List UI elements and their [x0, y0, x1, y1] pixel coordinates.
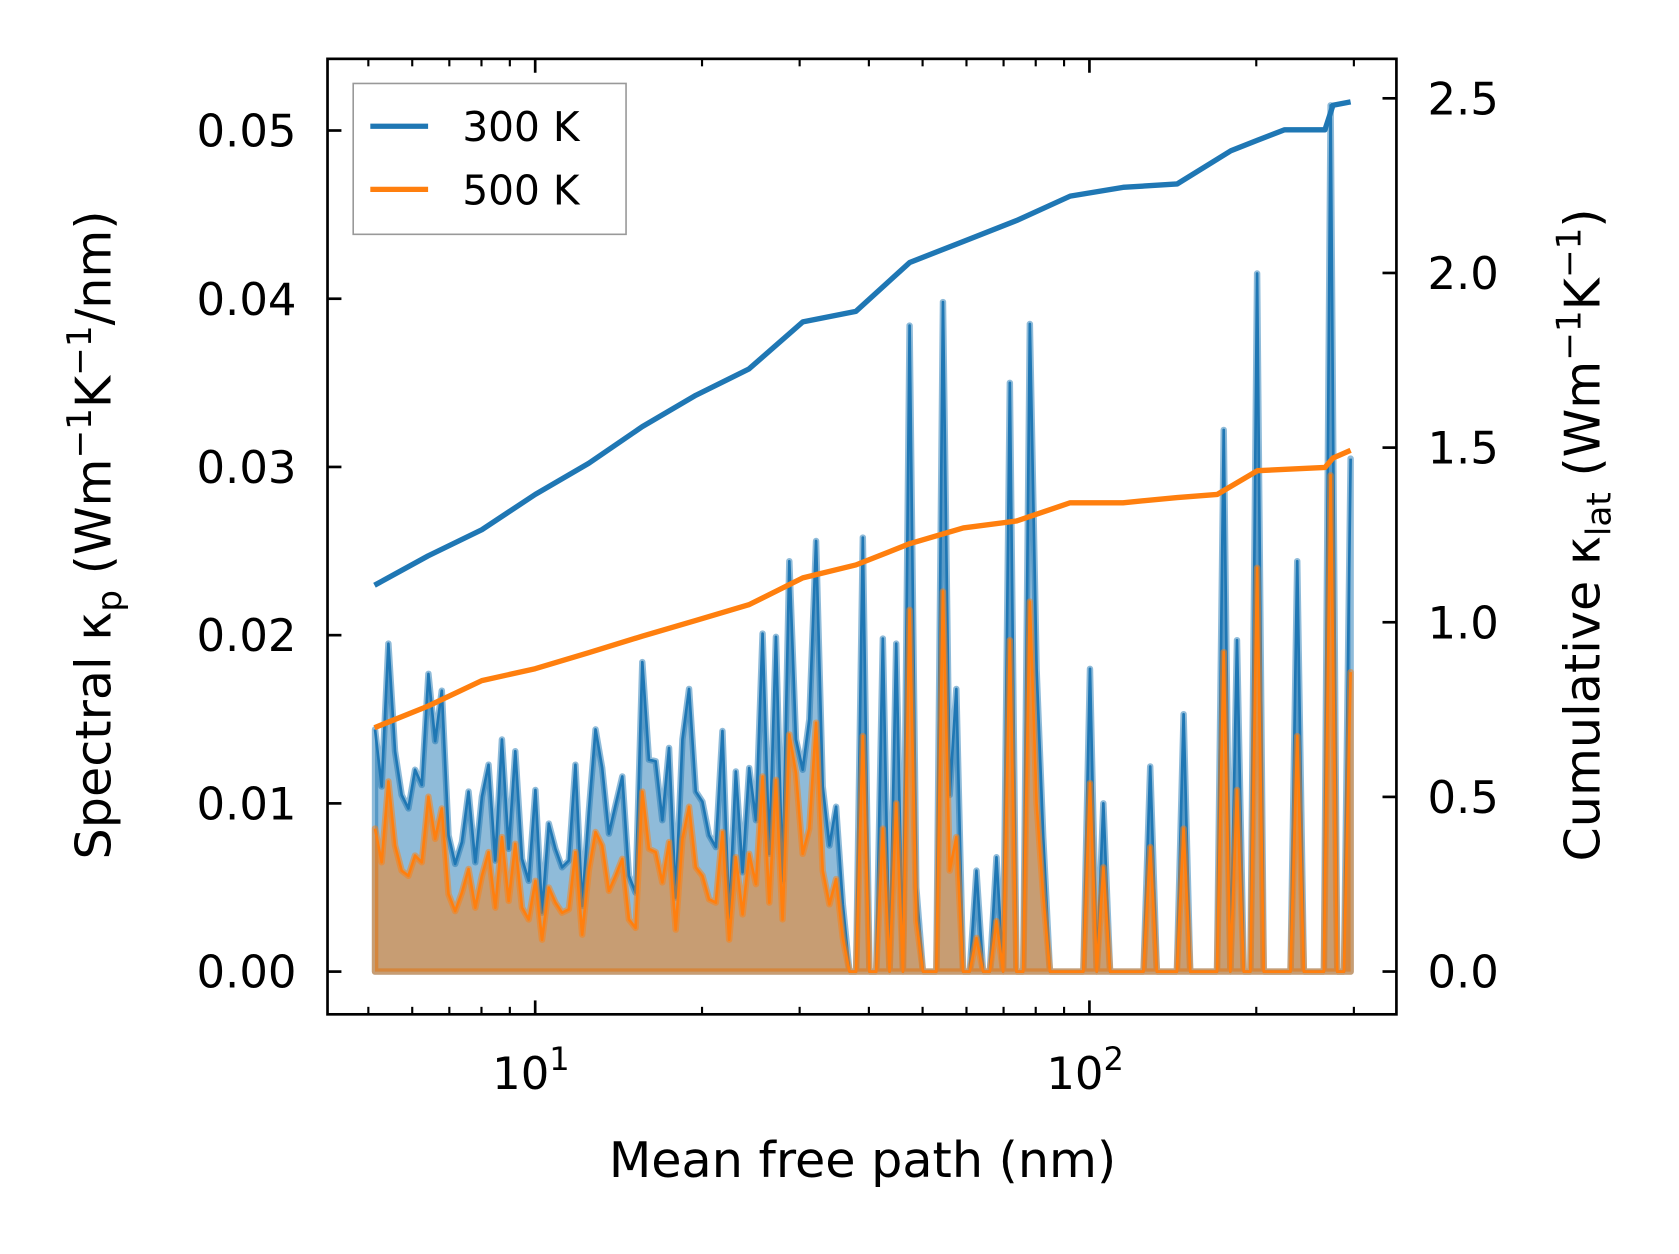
legend: 300 K 500 K [352, 82, 627, 236]
cumulative-line-300k [373, 99, 1352, 588]
y-left-tick-label: 0.05 [196, 105, 296, 158]
y-right-tick-label: 1.0 [1427, 596, 1498, 649]
x-tick-label: 101 [492, 1040, 570, 1100]
y-left-tick-label: 0.03 [196, 441, 296, 494]
x-tick-label: 102 [1046, 1040, 1124, 1100]
y-right-tick-label: 2.0 [1427, 247, 1498, 300]
y-right-tick-label: 0.5 [1427, 771, 1498, 824]
y-right-tick-label: 1.5 [1427, 422, 1498, 475]
y-axis-left-label: Spectral κp (Wm−1K−1/nm) [60, 210, 130, 859]
legend-box [352, 82, 627, 236]
spectral-line-500k [373, 474, 1352, 973]
axes-frame [326, 57, 1398, 1016]
x-axis-label: Mean free path (nm) [609, 1131, 1116, 1189]
y-right-tick-label: 0.0 [1427, 946, 1498, 999]
y-left-tick-label: 0.02 [196, 609, 296, 662]
y-left-tick-label: 0.00 [196, 946, 296, 999]
legend-label-500k: 500 K [462, 166, 580, 214]
y-axis-right-label: Cumulative κlat (Wm−1K−1) [1549, 208, 1619, 861]
y-left-tick-label: 0.01 [196, 777, 296, 830]
y-right-tick-label: 2.5 [1427, 72, 1498, 125]
plot-area [371, 99, 1354, 975]
cumulative-line-500k [373, 447, 1352, 731]
legend-label-300k: 300 K [462, 103, 580, 151]
axis-ticks: 101 102 0.00 0.01 0.02 0.03 0.04 0.05 0.0 0.5 1.0 1… [196, 58, 1499, 1100]
y-left-tick-label: 0.04 [196, 273, 296, 326]
